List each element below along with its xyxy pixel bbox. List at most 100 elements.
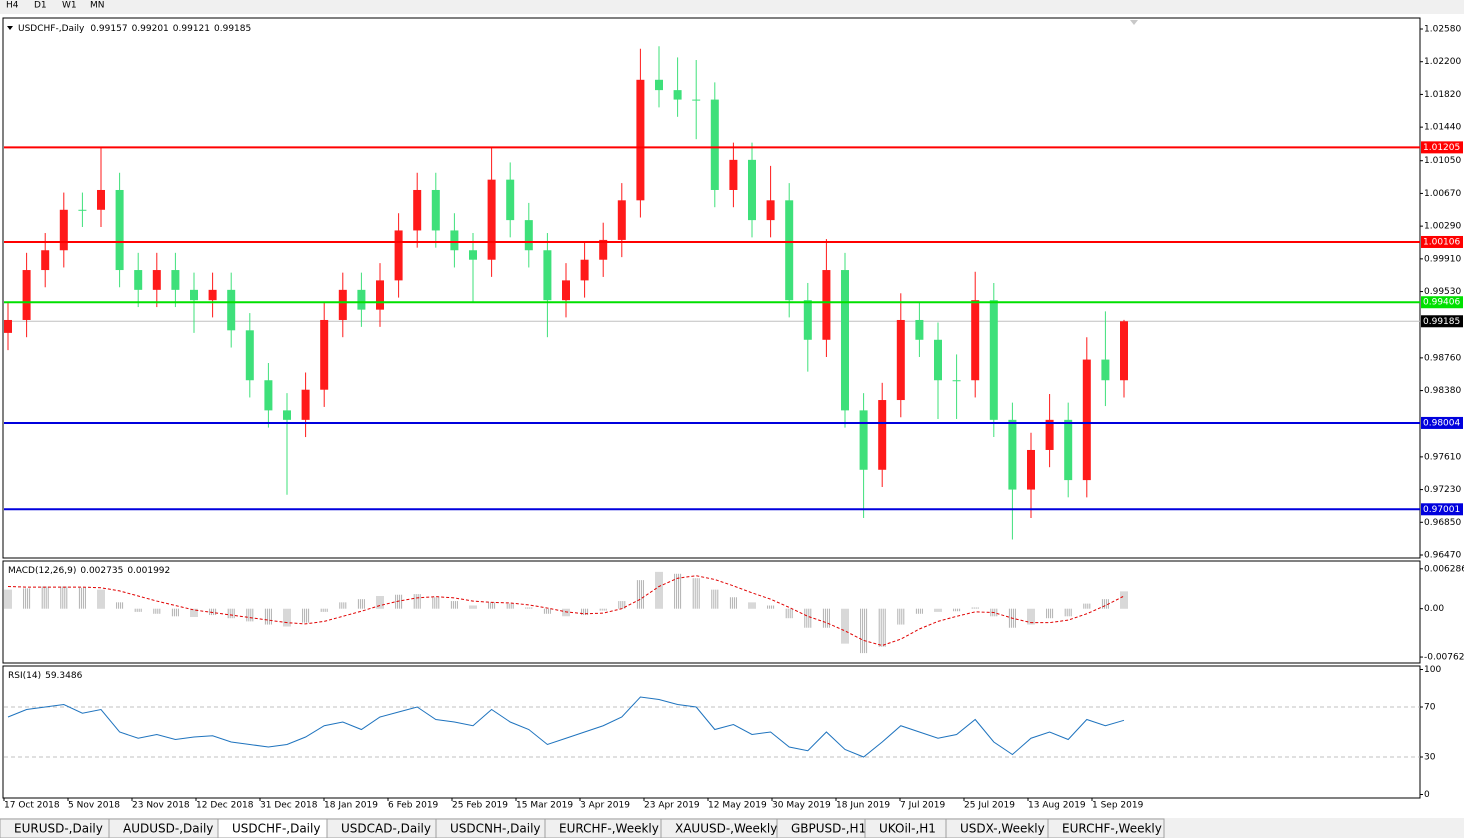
macd-header: MACD(12,26,9) 0.002735 0.001992 bbox=[8, 566, 170, 576]
rsi-line bbox=[7, 696, 1125, 758]
x-tick-label: 5 Nov 2018 bbox=[68, 801, 120, 811]
rsi-pane bbox=[2, 665, 1421, 799]
candle-body bbox=[580, 259, 589, 281]
chart-tab-label[interactable]: UKOil-,H1 bbox=[879, 822, 936, 836]
chart-tab-label[interactable]: USDCNH-,Daily bbox=[450, 822, 541, 836]
level-label: 0.99406 bbox=[1423, 298, 1460, 308]
level-label: 1.01205 bbox=[1423, 143, 1460, 153]
x-tick-label: 30 May 2019 bbox=[772, 801, 831, 811]
timeframe-tab[interactable]: H4 bbox=[6, 1, 19, 11]
level-label-box bbox=[1421, 503, 1463, 516]
y-tick-label: 1.01820 bbox=[1424, 90, 1461, 100]
y-tick-label: 100 bbox=[1424, 665, 1441, 675]
timeframe-tab[interactable]: W1 bbox=[62, 1, 77, 11]
chart-header: USDCHF-,Daily 0.99157 0.99201 0.99121 0.9918… bbox=[18, 24, 251, 34]
candle-body bbox=[878, 400, 887, 470]
y-tick-label: -0.00762 bbox=[1424, 653, 1464, 663]
chart-tab[interactable] bbox=[1047, 818, 1165, 838]
candle-body bbox=[338, 289, 347, 320]
chart-tab-label[interactable]: EURUSD-,Daily bbox=[14, 822, 103, 836]
candle-body bbox=[934, 339, 942, 381]
main-pane bbox=[2, 17, 1421, 559]
level-label: 1.00106 bbox=[1423, 237, 1460, 247]
candle-body bbox=[692, 99, 701, 101]
last-close: 0.99185 bbox=[214, 24, 251, 34]
candle-body bbox=[1027, 449, 1035, 490]
y-tick-label: 0.99910 bbox=[1424, 254, 1461, 264]
chart-tab-label[interactable]: AUDUSD-,Daily bbox=[123, 822, 213, 836]
level-label-box bbox=[1421, 141, 1463, 154]
candle-body bbox=[394, 230, 403, 281]
macd-value: 0.002735 bbox=[80, 566, 123, 576]
y-tick-label: 1.00290 bbox=[1424, 222, 1461, 232]
chart-tab-label[interactable]: EURCHF-,Weekly bbox=[559, 822, 659, 836]
x-tick-label: 25 Jul 2019 bbox=[964, 801, 1015, 811]
symbol: USDCHF-,Daily bbox=[18, 24, 85, 34]
last-open: 0.99157 bbox=[90, 24, 127, 34]
candle-body bbox=[357, 289, 366, 310]
macd-name: MACD(12,26,9) bbox=[8, 566, 76, 576]
candle-body bbox=[301, 389, 310, 420]
candle-body bbox=[413, 189, 422, 231]
candle-body bbox=[841, 270, 849, 411]
y-tick-label: 0.006286 bbox=[1424, 564, 1464, 574]
candle-body bbox=[22, 270, 31, 320]
candle-body bbox=[766, 200, 775, 221]
candle-body bbox=[283, 410, 291, 420]
candle-body bbox=[78, 209, 87, 211]
candle-body bbox=[952, 380, 961, 382]
candle-body bbox=[1045, 419, 1054, 450]
x-tick-label: 15 Mar 2019 bbox=[516, 801, 573, 811]
candle-body bbox=[1082, 359, 1091, 481]
timeframe-tab[interactable]: D1 bbox=[34, 1, 47, 11]
candle-body bbox=[4, 319, 12, 333]
candle-body bbox=[506, 179, 515, 221]
y-tick-label: 1.01440 bbox=[1424, 123, 1461, 133]
y-tick-label: 1.01050 bbox=[1424, 156, 1461, 166]
x-tick-label: 18 Jan 2019 bbox=[324, 801, 378, 811]
price-label-box bbox=[1421, 315, 1463, 328]
x-tick-label: 1 Sep 2019 bbox=[1092, 801, 1144, 811]
level-label: 0.97001 bbox=[1423, 505, 1460, 515]
last-low: 0.99121 bbox=[173, 24, 210, 34]
level-label-box bbox=[1421, 416, 1463, 429]
x-tick-label: 7 Jul 2019 bbox=[900, 801, 945, 811]
candle-body bbox=[710, 99, 719, 190]
chart-tab-label[interactable]: USDCHF-,Daily bbox=[232, 822, 320, 836]
candle-body bbox=[469, 250, 477, 260]
y-tick-label: 0.96470 bbox=[1424, 551, 1461, 561]
chart-tab-label[interactable]: EURCHF-,Weekly bbox=[1062, 822, 1162, 836]
candle-body bbox=[1008, 419, 1017, 490]
candle-body bbox=[376, 280, 384, 310]
signal-line bbox=[7, 575, 1125, 647]
candle-body bbox=[1101, 359, 1110, 381]
candle-body bbox=[245, 330, 254, 381]
dropdown-icon bbox=[7, 26, 13, 30]
level-label-box bbox=[1421, 296, 1463, 309]
y-tick-label: 0.96850 bbox=[1424, 518, 1461, 528]
candle-body bbox=[896, 319, 905, 401]
candle-body bbox=[655, 79, 663, 91]
candle-body bbox=[320, 319, 329, 390]
candle-body bbox=[971, 300, 980, 381]
toolbar bbox=[0, 0, 1464, 14]
candle-body bbox=[562, 280, 570, 301]
candle-body bbox=[208, 289, 217, 301]
level-label-box bbox=[1421, 235, 1463, 248]
candle-body bbox=[1120, 321, 1128, 381]
candle-body bbox=[1064, 419, 1073, 481]
candle-body bbox=[190, 289, 198, 301]
x-tick-label: 17 Oct 2018 bbox=[4, 801, 60, 811]
x-tick-label: 13 Aug 2019 bbox=[1028, 801, 1086, 811]
chart-tab-label[interactable]: USDCAD-,Daily bbox=[341, 822, 431, 836]
y-tick-label: 0.99530 bbox=[1424, 287, 1461, 297]
timeframe-tab[interactable]: MN bbox=[90, 1, 105, 11]
price-label: 0.99185 bbox=[1423, 317, 1460, 327]
level-label: 0.98004 bbox=[1423, 418, 1460, 428]
chart-tab-label[interactable]: GBPUSD-,H1 bbox=[791, 822, 866, 836]
rsi-value: 59.3486 bbox=[45, 671, 82, 681]
chart-tab-label[interactable]: USDX-,Weekly bbox=[960, 822, 1045, 836]
chart-tab-label[interactable]: XAUUSD-,Weekly bbox=[675, 822, 777, 836]
